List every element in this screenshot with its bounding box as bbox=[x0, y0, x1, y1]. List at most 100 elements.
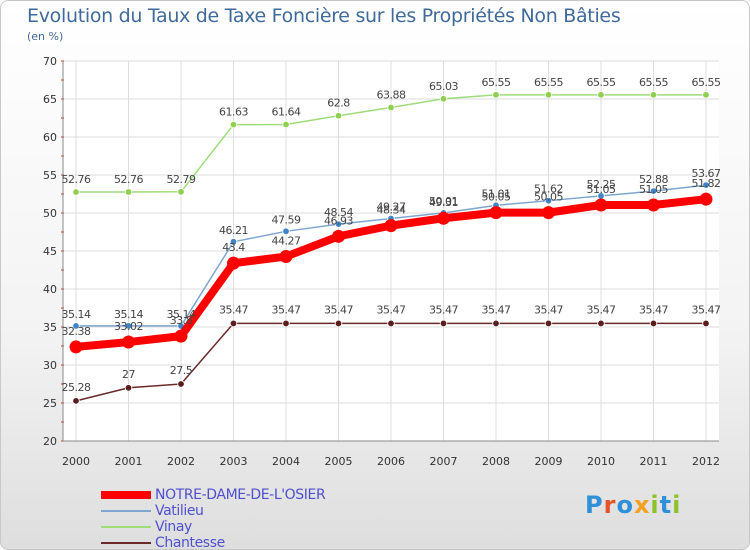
x-tick-label: 2008 bbox=[482, 455, 510, 468]
data-label: 52.25 bbox=[587, 178, 616, 191]
data-point bbox=[124, 188, 133, 196]
y-tick-label: 25 bbox=[43, 397, 57, 410]
data-point bbox=[334, 220, 343, 228]
data-label: 51.82 bbox=[692, 177, 721, 190]
data-point bbox=[229, 120, 238, 129]
data-label: 44.27 bbox=[272, 235, 301, 248]
logo-letter: i bbox=[672, 491, 682, 519]
legend: NOTRE-DAME-DE-L'OSIER Vatilieu Vinay Cha… bbox=[101, 487, 326, 550]
data-point bbox=[72, 322, 80, 330]
data-label: 35.47 bbox=[377, 303, 406, 316]
legend-item-chantesse: Chantesse bbox=[101, 535, 325, 550]
data-label: 35.14 bbox=[114, 308, 143, 321]
data-label: 35.47 bbox=[272, 303, 301, 316]
legend-swatch bbox=[101, 526, 151, 528]
legend-label: Chantesse bbox=[155, 535, 225, 550]
legend-item-vatilieu: Vatilieu bbox=[101, 503, 325, 519]
data-point bbox=[649, 319, 658, 328]
data-label: 50.05 bbox=[482, 191, 511, 204]
y-tick-label: 60 bbox=[43, 131, 57, 144]
data-point bbox=[387, 319, 395, 328]
data-label: 51.62 bbox=[534, 183, 563, 196]
logo-letter: P bbox=[585, 491, 604, 519]
data-point bbox=[437, 211, 450, 225]
x-tick-label: 2002 bbox=[167, 455, 195, 468]
data-label: 35.14 bbox=[167, 308, 196, 321]
y-tick-label: 50 bbox=[43, 207, 57, 220]
logo-letter: x bbox=[633, 491, 651, 519]
legend-label: Vinay bbox=[155, 519, 192, 535]
data-point bbox=[177, 188, 185, 196]
data-point bbox=[544, 319, 553, 328]
data-label: 33.8 bbox=[170, 314, 193, 327]
data-label: 35.47 bbox=[639, 303, 668, 316]
data-label: 35.47 bbox=[587, 303, 616, 316]
data-point bbox=[597, 319, 605, 328]
data-label: 35.47 bbox=[534, 303, 563, 316]
data-label: 35.47 bbox=[482, 303, 511, 316]
data-label: 27 bbox=[122, 368, 135, 381]
data-label: 62.8 bbox=[327, 97, 350, 110]
data-point bbox=[387, 103, 395, 112]
data-label: 65.55 bbox=[482, 76, 511, 89]
chart-unit: (en %) bbox=[27, 30, 64, 43]
data-point bbox=[489, 206, 503, 220]
proxiti-logo: Proxiti bbox=[585, 491, 681, 519]
data-label: 65.55 bbox=[639, 76, 668, 89]
data-label: 48.34 bbox=[377, 204, 406, 217]
data-label: 52.88 bbox=[639, 173, 668, 186]
data-label: 65.55 bbox=[692, 76, 721, 89]
legend-swatch bbox=[101, 510, 151, 512]
data-label: 33.02 bbox=[114, 320, 143, 333]
y-tick-label: 70 bbox=[43, 55, 57, 68]
legend-label: Vatilieu bbox=[155, 503, 204, 519]
data-point bbox=[282, 319, 290, 328]
data-point bbox=[124, 322, 133, 330]
y-tick-label: 40 bbox=[43, 283, 57, 296]
data-point bbox=[282, 227, 290, 236]
x-tick-label: 2001 bbox=[115, 455, 143, 468]
data-label: 51.01 bbox=[482, 187, 511, 200]
data-label: 65.55 bbox=[534, 76, 563, 89]
data-label: 43.4 bbox=[222, 241, 245, 254]
data-label: 51.05 bbox=[639, 183, 668, 196]
data-label: 25.28 bbox=[62, 381, 91, 394]
data-point bbox=[174, 329, 188, 343]
data-label: 61.64 bbox=[272, 106, 301, 119]
data-point bbox=[229, 319, 238, 328]
data-point bbox=[649, 91, 658, 99]
data-label: 49.27 bbox=[377, 201, 406, 214]
data-label: 48.54 bbox=[324, 206, 353, 219]
data-point bbox=[597, 91, 605, 99]
data-point bbox=[282, 120, 290, 129]
logo-letter: r bbox=[603, 491, 617, 519]
data-label: 47.59 bbox=[272, 213, 301, 226]
data-label: 49.31 bbox=[429, 196, 458, 209]
data-label: 35.47 bbox=[692, 303, 721, 316]
legend-label: NOTRE-DAME-DE-L'OSIER bbox=[155, 487, 326, 503]
data-label: 65.55 bbox=[587, 76, 616, 89]
data-label: 50.05 bbox=[534, 191, 563, 204]
data-label: 52.79 bbox=[167, 173, 196, 186]
data-label: 63.88 bbox=[377, 89, 406, 102]
data-label: 46.93 bbox=[324, 214, 353, 227]
y-tick-label: 30 bbox=[43, 359, 57, 372]
legend-item-vinay: Vinay bbox=[101, 519, 325, 535]
data-point bbox=[647, 198, 660, 212]
y-tick-label: 35 bbox=[43, 321, 57, 334]
legend-item-notre-dame-de-l-osier: NOTRE-DAME-DE-L'OSIER bbox=[101, 487, 326, 503]
data-point bbox=[544, 91, 553, 99]
y-tick-label: 65 bbox=[43, 93, 57, 106]
logo-letter: t bbox=[659, 491, 673, 519]
x-tick-label: 2009 bbox=[535, 455, 563, 468]
data-point bbox=[699, 192, 713, 206]
data-point bbox=[124, 384, 133, 392]
data-label: 27.5 bbox=[170, 364, 193, 377]
y-tick-label: 20 bbox=[43, 435, 57, 448]
x-tick-label: 2010 bbox=[587, 455, 615, 468]
data-point bbox=[69, 340, 83, 354]
data-point bbox=[332, 229, 345, 243]
x-tick-label: 2006 bbox=[377, 455, 405, 468]
data-point bbox=[439, 319, 448, 328]
